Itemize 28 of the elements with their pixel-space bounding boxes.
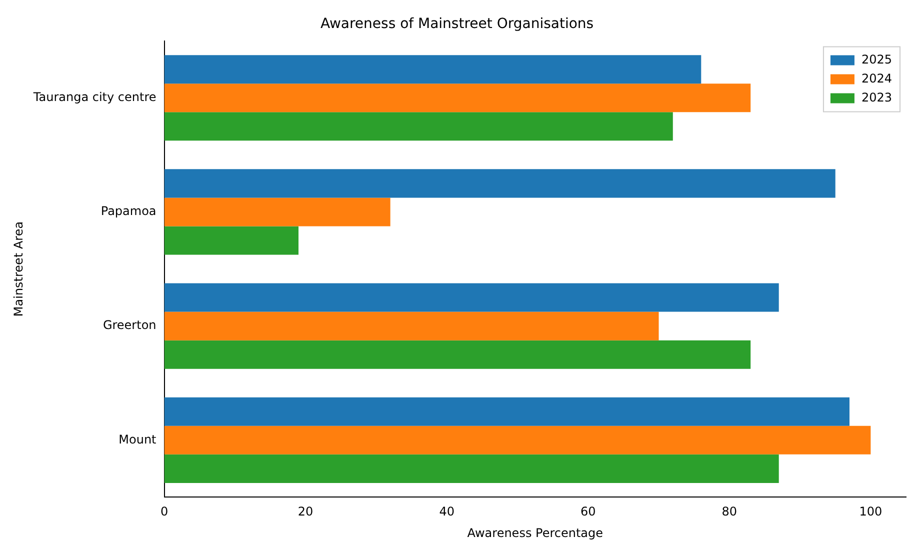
x-tick-label: 0 bbox=[160, 504, 168, 519]
bar bbox=[164, 340, 751, 369]
y-tick-label: Mount bbox=[118, 432, 157, 446]
x-tick-label: 60 bbox=[580, 504, 596, 519]
x-tick-label: 20 bbox=[298, 504, 314, 519]
bar bbox=[164, 454, 779, 483]
chart-title: Awareness of Mainstreet Organisations bbox=[320, 16, 594, 32]
bar bbox=[164, 312, 659, 340]
x-axis-title: Awareness Percentage bbox=[467, 526, 604, 540]
y-tick-label: Greerton bbox=[102, 318, 156, 332]
bar bbox=[164, 397, 850, 426]
bar bbox=[164, 84, 751, 112]
y-axis-title: Mainstreet Area bbox=[11, 221, 26, 317]
bar bbox=[164, 112, 673, 141]
y-tick-label: Papamoa bbox=[100, 204, 156, 218]
x-tick-label: 80 bbox=[722, 504, 738, 519]
x-tick-label: 40 bbox=[439, 504, 454, 519]
x-tick-label: 100 bbox=[859, 504, 882, 519]
legend-label: 2024 bbox=[861, 71, 892, 86]
legend-label: 2025 bbox=[861, 52, 892, 66]
bar bbox=[164, 426, 871, 454]
legend-label: 2023 bbox=[861, 90, 892, 104]
y-tick-label: Tauranga city centre bbox=[32, 90, 156, 104]
bar bbox=[164, 169, 836, 198]
bar bbox=[164, 283, 779, 312]
bar bbox=[164, 226, 298, 255]
bar bbox=[164, 55, 702, 84]
bar bbox=[164, 198, 390, 226]
